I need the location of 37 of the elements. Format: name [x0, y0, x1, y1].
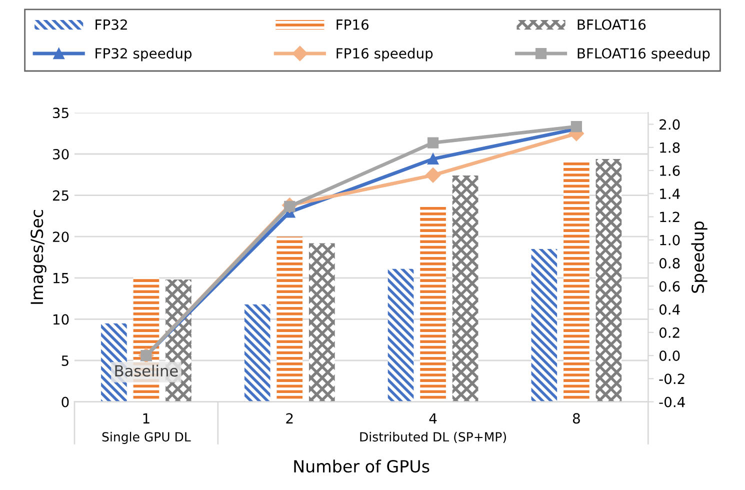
y2-tick-label: 0.4 [659, 304, 680, 315]
y2-axis-title: Speedup [691, 221, 708, 293]
legend-label: FP16 speedup [336, 48, 433, 62]
y2-tick-label: 0.6 [659, 281, 680, 292]
y-tick-label: 5 [62, 356, 68, 366]
y2-tick-label: 1.6 [660, 165, 680, 176]
y2-tick-label: 0.8 [659, 258, 680, 269]
legend-label: BFLOAT16 speedup [578, 48, 710, 62]
y-tick-label: 35 [53, 108, 68, 118]
y-tick-label: 15 [53, 273, 68, 284]
x-tick-label: 4 [429, 413, 437, 424]
legend-label: FP32 speedup [96, 48, 192, 62]
y2-tick-label: 1.8 [660, 142, 680, 153]
x-tick-label: 2 [286, 413, 293, 424]
x-tick-label: 8 [572, 413, 580, 424]
legend-label: FP32 [96, 19, 127, 30]
text: Single GPU DL [102, 432, 191, 444]
y2-tick-label: 2.0 [660, 119, 680, 130]
x-tick-label: 1 [143, 413, 150, 424]
y-tick-label: 30 [53, 148, 69, 160]
y2-tick-label: 0.2 [659, 327, 680, 338]
annotation: Baseline [115, 364, 178, 377]
legend-label: FP16 [336, 19, 369, 30]
y-axis-title: Images/Sec [30, 210, 46, 304]
y2-tick-label: 1.4 [660, 188, 680, 199]
text: Distributed DL (SP+MP) [360, 432, 506, 444]
x-axis-title: Number of GPUs [294, 460, 430, 473]
legend-label: BFLOAT16 [578, 19, 646, 30]
y2-tick-label: 1.2 [660, 212, 680, 222]
y2-tick-label: 0.0 [659, 350, 680, 362]
y2-tick-label: -0.2 [659, 374, 684, 384]
y-tick-label: 20 [52, 232, 69, 242]
y-tick-label: 25 [52, 190, 68, 201]
y2-tick-label: -0.4 [659, 396, 685, 408]
y2-tick-label: 1.0 [660, 234, 680, 246]
y-tick-label: 10 [53, 314, 69, 325]
y-tick-label: 0 [62, 396, 69, 408]
